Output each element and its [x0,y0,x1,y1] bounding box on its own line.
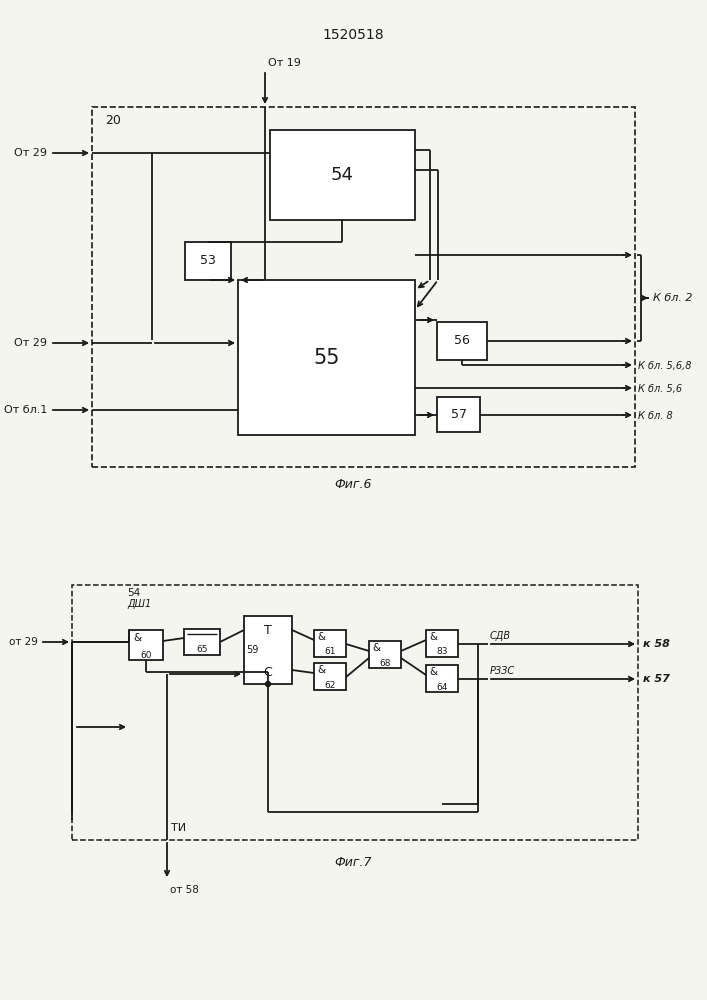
Text: от 29: от 29 [9,637,38,647]
Text: От 29: От 29 [14,148,47,158]
Text: 54: 54 [127,588,140,598]
Text: 56: 56 [454,334,470,348]
Bar [437,322,487,360]
Text: ТИ: ТИ [171,823,186,833]
Text: 59: 59 [246,645,258,655]
Bar [92,107,635,467]
Text: Фиг.7: Фиг.7 [334,856,372,868]
Text: T: T [264,624,272,637]
Text: 61: 61 [325,648,336,656]
Text: 54: 54 [331,166,354,184]
Bar [184,629,220,655]
Bar [426,665,458,692]
Text: От бл.1: От бл.1 [4,405,47,415]
Text: 55: 55 [313,348,340,367]
Bar [129,630,163,660]
Text: 62: 62 [325,680,336,690]
Bar [314,663,346,690]
Text: СДВ: СДВ [490,631,511,641]
Text: 57: 57 [450,408,467,421]
Text: 64: 64 [436,682,448,692]
Bar [369,641,401,668]
Bar [238,280,415,435]
Text: &: & [429,667,437,677]
Text: &: & [429,632,437,642]
Text: 68: 68 [379,658,391,668]
Text: 65: 65 [197,645,208,654]
Text: От 19: От 19 [268,58,301,68]
Text: 83: 83 [436,648,448,656]
Text: К бл. 8: К бл. 8 [638,411,673,421]
Text: к 57: к 57 [643,674,670,684]
Bar [72,585,638,840]
Text: ДШ1: ДШ1 [127,599,151,609]
Text: Фиг.6: Фиг.6 [334,479,372,491]
Bar [185,242,231,280]
Text: &: & [317,665,325,675]
Text: &: & [372,643,380,653]
Text: 53: 53 [200,254,216,267]
Text: &: & [133,633,141,643]
Text: К бл. 5,6: К бл. 5,6 [638,384,682,394]
Text: от 58: от 58 [170,885,199,895]
Bar [244,616,292,684]
Bar [314,630,346,657]
Text: РЗЗС: РЗЗС [490,666,515,676]
Text: К бл. 2: К бл. 2 [653,293,692,303]
Text: 1520518: 1520518 [322,28,384,42]
Text: 60: 60 [140,650,152,660]
Text: От 29: От 29 [14,338,47,348]
Circle shape [266,682,271,686]
Bar [426,630,458,657]
Bar [437,397,480,432]
Text: &: & [317,632,325,642]
Text: 20: 20 [105,113,121,126]
Text: К бл. 5,6,8: К бл. 5,6,8 [638,361,691,371]
Text: C: C [264,666,272,678]
Bar [270,130,415,220]
Text: к 58: к 58 [643,639,670,649]
